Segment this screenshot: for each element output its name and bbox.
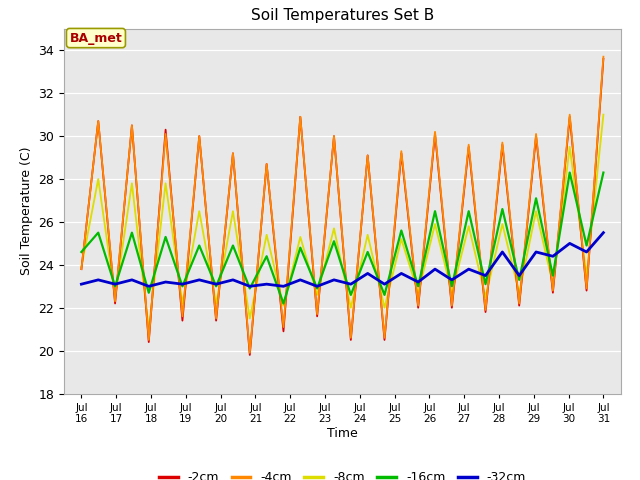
Y-axis label: Soil Temperature (C): Soil Temperature (C) [20,147,33,276]
Text: BA_met: BA_met [70,32,122,45]
X-axis label: Time: Time [327,427,358,440]
Legend: -2cm, -4cm, -8cm, -16cm, -32cm: -2cm, -4cm, -8cm, -16cm, -32cm [154,467,531,480]
Title: Soil Temperatures Set B: Soil Temperatures Set B [251,9,434,24]
